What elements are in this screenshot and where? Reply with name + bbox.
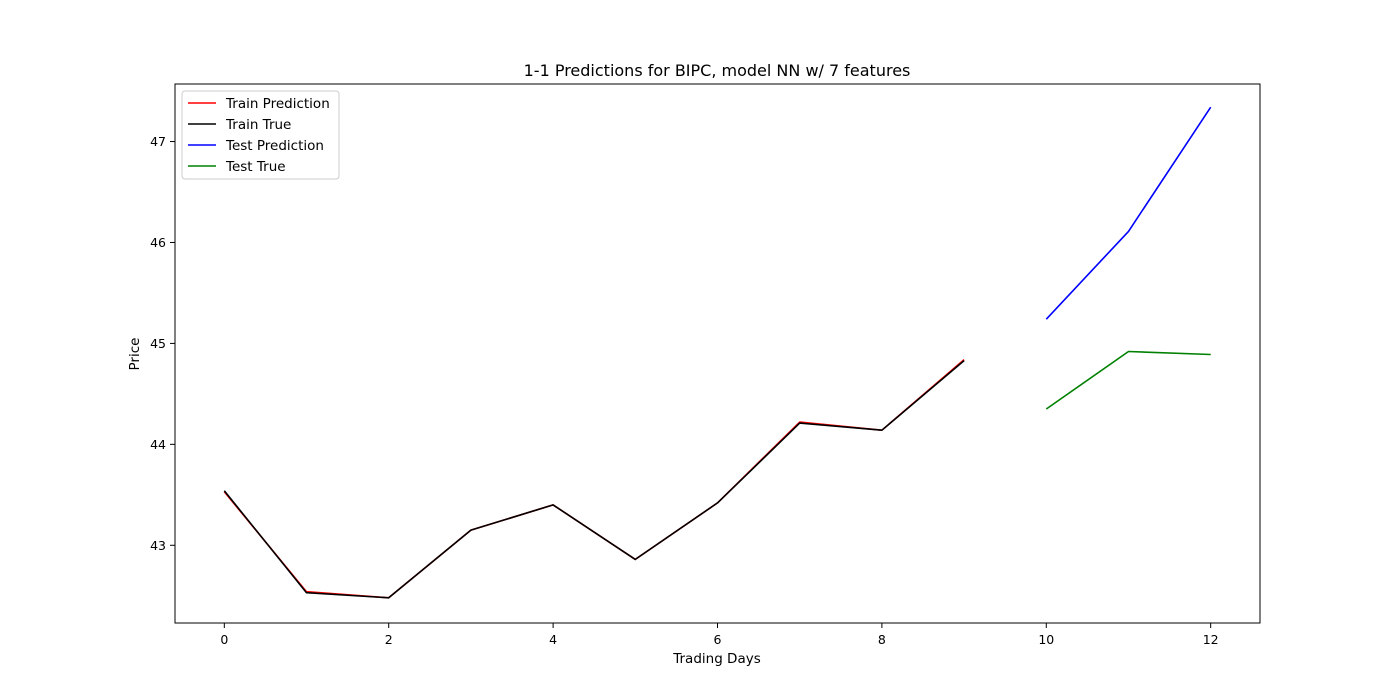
x-tick-label: 0 — [220, 632, 228, 647]
y-tick-label: 43 — [150, 538, 166, 553]
legend-box — [181, 90, 340, 180]
chart-title: 1-1 Predictions for BIPC, model NN w/ 7 … — [524, 61, 911, 80]
series-layer — [223, 106, 1212, 599]
x-tick-label: 2 — [385, 632, 393, 647]
legend-label-0: Train Prediction — [225, 96, 330, 112]
x-tick-label: 10 — [1038, 632, 1054, 647]
legend-label-2: Test Prediction — [225, 138, 324, 154]
plot-frame — [174, 83, 1261, 624]
x-tick-label: 8 — [878, 632, 886, 647]
legend-label-1: Train True — [225, 117, 291, 133]
legend: Train Prediction Train True Test Predictio… — [181, 90, 340, 180]
legend-label-3: Test True — [225, 159, 286, 175]
y-tick-label: 44 — [150, 437, 166, 452]
y-tick-label: 46 — [150, 235, 166, 250]
x-axis-label: Trading Days — [672, 651, 761, 667]
y-tick-label: 45 — [150, 336, 166, 351]
x-tick-label: 12 — [1203, 632, 1219, 647]
series-line-3 — [1045, 350, 1211, 410]
x-tick-label: 4 — [549, 632, 557, 647]
y-tick-label: 47 — [150, 134, 166, 149]
series-line-1 — [223, 359, 965, 599]
y-axis-label: Price — [127, 338, 143, 371]
series-line-2 — [1045, 106, 1212, 320]
x-tick-label: 6 — [714, 632, 722, 647]
